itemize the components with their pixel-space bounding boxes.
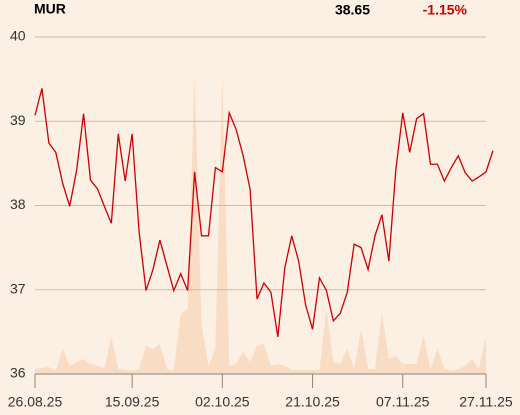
price-line: [34, 88, 494, 338]
x-tick-label: 27.11.25: [459, 394, 513, 410]
change: -1.15%: [423, 2, 468, 18]
volume-area: [35, 74, 486, 374]
y-tick-label: 40: [10, 28, 26, 44]
y-tick-label: 36: [10, 365, 26, 381]
x-tick-label: 07.11.25: [376, 394, 430, 410]
y-tick-label: 39: [10, 112, 26, 128]
x-tick-label: 02.10.25: [195, 394, 250, 410]
x-tick-label: 26.08.25: [8, 394, 63, 410]
symbol: MUR: [34, 1, 66, 17]
price: 38.65: [335, 2, 370, 18]
y-tick-label: 37: [10, 280, 26, 296]
y-tick-label: 38: [10, 196, 26, 212]
x-tick-label: 15.09.25: [105, 394, 160, 410]
x-tick-label: 21.10.25: [285, 394, 340, 410]
